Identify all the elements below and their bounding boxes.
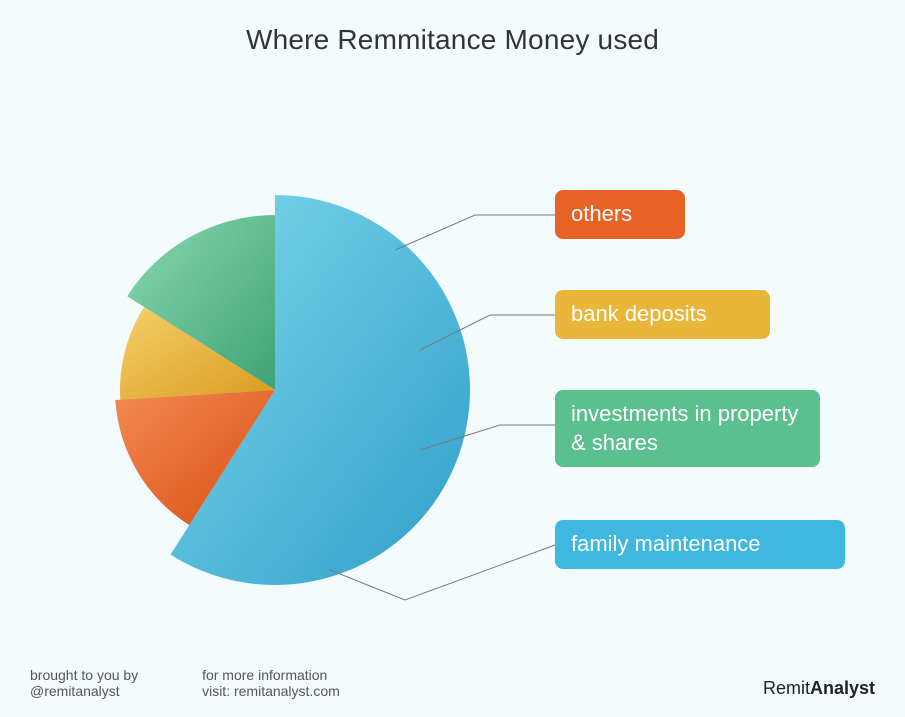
chart-area: family maintenance others bank deposits inv…: [0, 80, 905, 620]
legend-label-family_maintenance: family maintenance: [571, 531, 761, 556]
footer-mid-line1: for more information: [202, 667, 340, 683]
footer-left-line2: @remitanalyst: [30, 683, 138, 699]
footer-attribution: brought to you by @remitanalyst: [30, 667, 138, 699]
footer-mid-line2: visit: remitanalyst.com: [202, 683, 340, 699]
footer-brandmark: RemitAnalyst: [763, 678, 875, 699]
legend-bank_deposits: bank deposits: [555, 290, 770, 339]
page-root: Where Remmitance Money used family maint…: [0, 0, 905, 717]
legend-investments: investments in property & shares: [555, 390, 820, 467]
legend-label-others: others: [571, 201, 632, 226]
footer-left-line1: brought to you by: [30, 667, 138, 683]
chart-title: Where Remmitance Money used: [0, 24, 905, 56]
leader-line-others: [395, 215, 555, 250]
legend-others: others: [555, 190, 685, 239]
brand-part1: Remit: [763, 678, 810, 698]
footer-moreinfo: for more information visit: remitanalyst…: [202, 667, 340, 699]
legend-family_maintenance: family maintenance: [555, 520, 845, 569]
legend-label-bank_deposits: bank deposits: [571, 301, 707, 326]
footer: brought to you by @remitanalyst for more…: [30, 667, 875, 699]
brand-part2: Analyst: [810, 678, 875, 698]
legend-label-investments: investments in property & shares: [571, 401, 798, 455]
